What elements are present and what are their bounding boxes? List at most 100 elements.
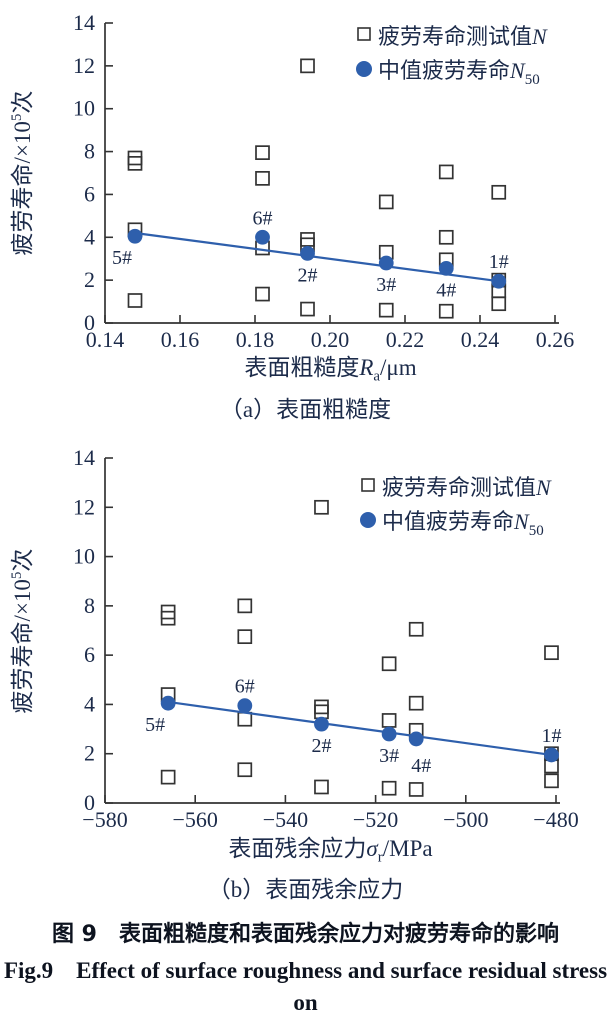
median-marker bbox=[438, 260, 454, 276]
legend: 疲劳寿命测试值N 中值疲劳寿命N50 bbox=[356, 24, 548, 88]
test-value-marker bbox=[300, 58, 315, 74]
legend-test-label: 疲劳寿命测试值N bbox=[382, 475, 552, 500]
y-tick-label: 2 bbox=[84, 267, 95, 292]
median-marker bbox=[544, 747, 559, 762]
figure-caption-english: Fig.9 Effect of surface roughness and su… bbox=[0, 955, 611, 1011]
legend-test-marker-icon bbox=[357, 27, 371, 41]
y-tick-label: 10 bbox=[73, 543, 95, 568]
specimen-label: 1# bbox=[489, 251, 509, 273]
y-tick-label: 14 bbox=[73, 10, 95, 35]
median-marker bbox=[127, 228, 143, 244]
x-tick-label: 0.18 bbox=[236, 327, 275, 352]
chart-a-x-title-symbol: R bbox=[359, 355, 374, 380]
y-axis-title: 疲劳寿命/×105次 bbox=[9, 91, 35, 256]
test-value-marker bbox=[237, 711, 253, 727]
chart-a-x-title-prefix: 表面粗糙度 bbox=[244, 355, 360, 380]
chart-b-x-title-symbol: σ bbox=[366, 835, 378, 861]
test-value-marker bbox=[255, 171, 270, 186]
figure-caption-chinese: 图 9 表面粗糙度和表面残余应力对疲劳寿命的影响 bbox=[52, 922, 559, 948]
median-marker bbox=[255, 229, 270, 245]
test-value-marker bbox=[237, 598, 253, 613]
test-value-marker bbox=[237, 628, 253, 644]
test-value-marker bbox=[378, 302, 394, 318]
test-value-marker bbox=[381, 712, 397, 728]
test-value-marker bbox=[408, 781, 424, 797]
specimen-label: 5# bbox=[145, 714, 165, 736]
test-value-marker bbox=[127, 293, 143, 308]
test-value-marker bbox=[160, 610, 176, 626]
chart-b-canvas: 0 2 4 6 8 10 12 14 −580 −560 −540 −520 −500 −480 5# 6# 2… bbox=[9, 445, 579, 832]
y-tick-label: 0 bbox=[84, 310, 95, 335]
chart-b-x-title-subscript: r bbox=[377, 849, 383, 866]
y-tick-label: 6 bbox=[84, 642, 95, 667]
chart-b-x-title-suffix: /MPa bbox=[382, 835, 433, 861]
chart-a-x-title-suffix: /μm bbox=[380, 355, 417, 380]
x-tick-label: −560 bbox=[172, 807, 217, 832]
figure-caption-english-line1: Fig.9 Effect of surface roughness and su… bbox=[3, 958, 608, 1011]
specimen-label: 6# bbox=[253, 207, 273, 229]
median-marker bbox=[160, 695, 176, 711]
test-value-marker bbox=[491, 184, 507, 200]
y-tick-label: 8 bbox=[84, 139, 95, 164]
test-value-marker bbox=[255, 286, 270, 302]
median-marker bbox=[491, 273, 507, 289]
chart-a: 0 2 4 6 8 10 12 14 0.14 0.16 0.18 0.20 0.22 0.24 0.26 5… bbox=[0, 0, 611, 425]
x-tick-label: 0.14 bbox=[86, 327, 125, 352]
trend-line bbox=[167, 700, 552, 756]
test-value-marker bbox=[438, 303, 454, 319]
chart-b: 0 2 4 6 8 10 12 14 −580 −560 −540 −520 −500 −480 5# 6# 2… bbox=[0, 443, 611, 906]
legend: 疲劳寿命测试值N 中值疲劳寿命N50 bbox=[360, 475, 552, 539]
y-tick-label: 8 bbox=[84, 592, 95, 617]
chart-a-canvas: 0 2 4 6 8 10 12 14 0.14 0.16 0.18 0.20 0.22 0.24 0.26 5… bbox=[9, 10, 575, 352]
test-value-marker bbox=[381, 780, 397, 796]
test-value-marker bbox=[544, 644, 559, 660]
specimen-label: 6# bbox=[235, 675, 255, 697]
test-value-marker bbox=[255, 145, 270, 160]
median-marker bbox=[237, 697, 253, 713]
x-tick-label: −540 bbox=[263, 807, 308, 832]
x-tick-label: −580 bbox=[82, 807, 127, 832]
median-marker bbox=[408, 731, 424, 746]
specimen-label: 2# bbox=[311, 735, 331, 757]
legend-median-marker-icon bbox=[360, 511, 376, 528]
y-axis-title: 疲劳寿命/×105次 bbox=[9, 548, 35, 713]
median-marker bbox=[381, 726, 397, 741]
y-tick-label: 12 bbox=[73, 494, 95, 519]
x-tick-label: −480 bbox=[533, 807, 578, 832]
test-value-marker bbox=[314, 779, 329, 794]
y-tick-label: 10 bbox=[73, 96, 95, 121]
y-tick-label: 2 bbox=[84, 740, 95, 765]
chart-b-sub-caption: （b）表面残余应力 bbox=[207, 877, 404, 903]
specimen-label: 4# bbox=[411, 755, 431, 777]
y-tick-label: 6 bbox=[84, 181, 95, 206]
test-value-marker bbox=[300, 232, 315, 247]
test-value-marker bbox=[408, 621, 424, 637]
y-tick-label: 0 bbox=[84, 790, 95, 815]
x-tick-label: −520 bbox=[353, 807, 398, 832]
test-value-marker bbox=[160, 769, 176, 785]
specimen-label: 3# bbox=[376, 274, 396, 296]
x-tick-label: 0.26 bbox=[536, 327, 575, 352]
chart-b-x-axis-title: 表面残余应力σr/MPa bbox=[25, 835, 611, 872]
test-value-marker bbox=[127, 150, 143, 166]
test-value-marker bbox=[314, 499, 329, 515]
legend-median-label: 中值疲劳寿命N50 bbox=[378, 58, 540, 88]
x-tick-label: 0.20 bbox=[311, 327, 350, 352]
specimen-label: 1# bbox=[541, 725, 561, 747]
y-tick-label: 12 bbox=[73, 53, 95, 78]
specimen-label: 5# bbox=[112, 247, 132, 269]
y-tick-label: 4 bbox=[84, 691, 95, 716]
test-value-marker bbox=[438, 229, 454, 245]
test-value-marker bbox=[491, 296, 507, 312]
chart-b-x-title-prefix: 表面残余应力 bbox=[228, 835, 367, 861]
legend-median-marker-icon bbox=[356, 61, 372, 77]
test-value-marker bbox=[237, 761, 253, 777]
median-marker bbox=[378, 255, 394, 271]
legend-median-label: 中值疲劳寿命N50 bbox=[382, 509, 544, 539]
specimen-label: 3# bbox=[379, 745, 399, 767]
specimen-label: 4# bbox=[436, 279, 456, 301]
x-tick-label: 0.22 bbox=[386, 327, 425, 352]
test-value-marker bbox=[438, 164, 454, 180]
chart-a-x-axis-title: 表面粗糙度Ra/μm bbox=[25, 354, 611, 391]
chart-a-x-title-subscript: a bbox=[373, 368, 381, 385]
